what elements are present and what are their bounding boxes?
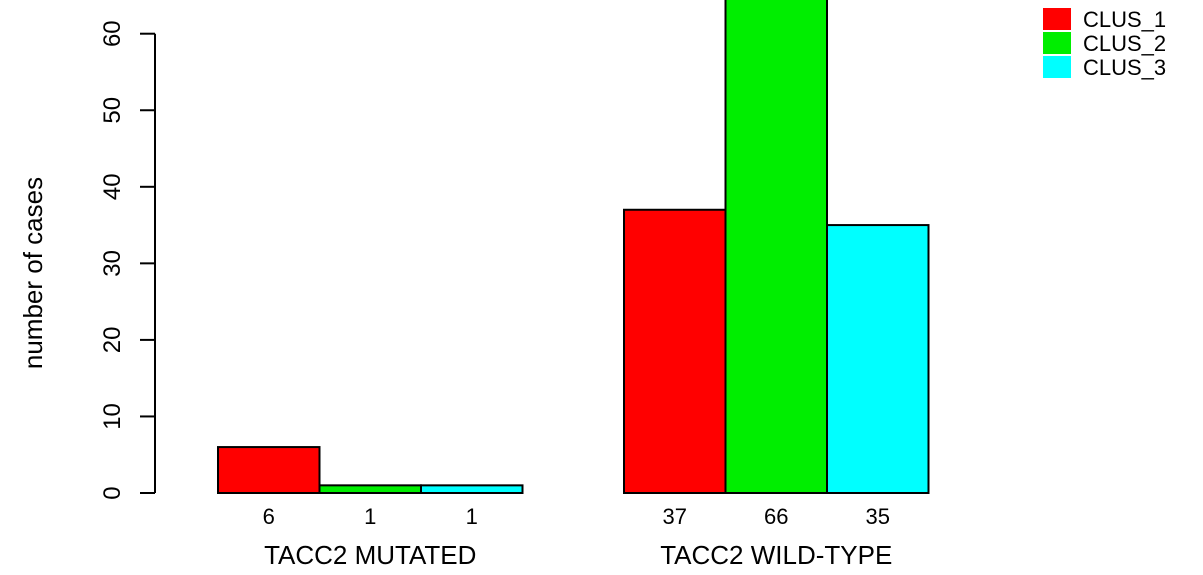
y-tick-label: 0 xyxy=(99,486,126,499)
y-tick-label: 50 xyxy=(99,97,126,124)
legend-label: CLUS_3 xyxy=(1083,55,1166,80)
category-label: TACC2 WILD-TYPE xyxy=(660,540,892,570)
value-labels-layer: 6 1 1 37 66 35 xyxy=(263,504,890,529)
bar-value-label: 66 xyxy=(764,504,788,529)
bar-value-label: 1 xyxy=(466,504,478,529)
bar-value-label: 1 xyxy=(364,504,376,529)
bar-1-clus-1 xyxy=(623,208,727,494)
y-tick-label: 30 xyxy=(99,250,126,277)
bar-1-clus-2 xyxy=(724,0,828,494)
y-tick-label: 20 xyxy=(99,327,126,354)
y-tick-label: 10 xyxy=(99,403,126,430)
legend-swatch-clus-2 xyxy=(1043,32,1071,54)
bar-value-label: 37 xyxy=(663,504,687,529)
bars-layer xyxy=(217,0,930,495)
legend-label: CLUS_1 xyxy=(1083,7,1166,32)
legend-label: CLUS_2 xyxy=(1083,31,1166,56)
y-axis: 0 10 20 30 40 50 60 xyxy=(99,20,156,500)
bar-0-clus-3 xyxy=(420,484,524,495)
bar-1-clus-3 xyxy=(826,224,930,494)
bar-0-clus-1 xyxy=(217,446,321,495)
legend-swatch-clus-1 xyxy=(1043,8,1071,30)
y-tick-label: 60 xyxy=(99,20,126,47)
bar-0-clus-2 xyxy=(318,484,422,495)
bar-value-label: 6 xyxy=(263,504,275,529)
group-labels-layer: TACC2 MUTATED TACC2 WILD-TYPE xyxy=(264,540,892,570)
bar-value-label: 35 xyxy=(866,504,890,529)
category-label: TACC2 MUTATED xyxy=(264,540,476,570)
legend-swatch-clus-3 xyxy=(1043,56,1071,78)
y-axis-title: number of cases xyxy=(18,177,48,369)
y-tick-label: 40 xyxy=(99,173,126,200)
